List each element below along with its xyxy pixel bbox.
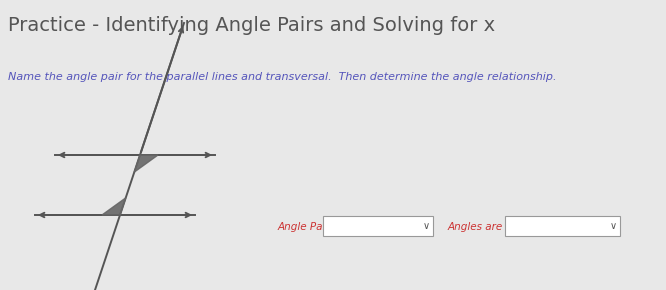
Polygon shape [102,198,126,215]
FancyBboxPatch shape [505,216,620,236]
Text: Angle Pair: Angle Pair [278,222,330,232]
Polygon shape [135,155,158,172]
Text: Angles are: Angles are [448,222,503,232]
Text: ∨: ∨ [422,221,430,231]
FancyBboxPatch shape [323,216,433,236]
Text: Practice - Identifying Angle Pairs and Solving for x: Practice - Identifying Angle Pairs and S… [8,16,495,35]
Text: Name the angle pair for the parallel lines and transversal.  Then determine the : Name the angle pair for the parallel lin… [8,72,557,82]
Text: ∨: ∨ [609,221,617,231]
